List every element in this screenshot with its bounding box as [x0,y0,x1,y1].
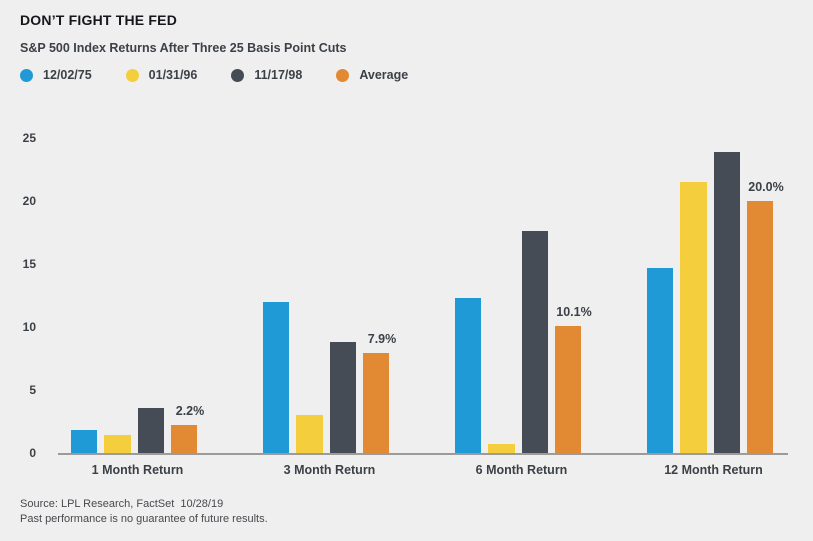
category-label: 1 Month Return [91,463,184,477]
legend-dot-icon [231,68,245,82]
y-tick-label: 0 [29,446,36,460]
bar-11-17-98 [329,342,356,453]
bar-average [746,201,773,453]
category-label: 6 Month Return [475,463,568,477]
bar-11-17-98 [521,231,548,453]
legend-dot-icon [20,68,33,82]
average-value-label: 7.9% [367,332,397,347]
bar-01-31-96 [488,444,515,453]
disclaimer-text: Past performance is no guarantee of futu… [20,513,268,525]
bar-average [170,425,197,453]
legend-label: Average [359,68,409,82]
category-label: 3 Month Return [283,463,376,477]
page-title: DON’T FIGHT THE FED [20,12,178,28]
y-tick-label: 15 [22,257,36,271]
bar-01-31-96 [680,182,707,453]
average-value-label: 20.0% [748,180,784,194]
bar-12-02-75 [263,301,290,453]
chart-legend: 12/02/75 01/31/96 11/17/98 Average [20,68,442,82]
y-axis: 0 5 10 15 20 25 [0,131,36,460]
legend-dot-icon [336,68,350,82]
average-value-label: 2.2% [175,404,205,419]
legend-label: 01/31/96 [148,68,198,82]
source-text: Source: LPL Research, FactSet 10/28/19 [20,498,224,510]
legend-dot-icon [125,68,139,82]
bar-11-17-98 [713,151,740,453]
footer: Source: LPL Research, FactSet 10/28/19 P… [20,497,268,527]
y-tick-label: 25 [22,131,36,145]
bar-01-31-96 [296,415,323,453]
category-label: 12 Month Return [664,463,763,477]
bar-12-02-75 [71,430,98,453]
bar-12-02-75 [647,267,674,453]
bar-average [362,353,389,453]
legend-item: 01/31/96 [125,68,198,82]
y-tick-label: 20 [22,194,36,208]
y-tick-label: 10 [22,320,36,334]
bar-group: 2.2% 1 Month Return [71,138,204,477]
bar-group: 7.9% 3 Month Return [263,138,396,477]
x-axis-line [58,453,788,455]
legend-label: 11/17/98 [254,68,303,82]
chart-subtitle: S&P 500 Index Returns After Three 25 Bas… [20,41,347,55]
legend-item: 11/17/98 [231,68,302,82]
plot-area: 2.2% 1 Month Return 7.9% 3 Month Return 10.1… [58,138,788,477]
bar-group: 20.0% 12 Month Return [647,138,784,477]
bar-average [554,325,581,453]
y-tick-label: 5 [29,383,36,397]
legend-item: 12/02/75 [20,68,92,82]
bar-group: 10.1% 6 Month Return [455,138,592,477]
legend-label: 12/02/75 [43,68,92,82]
bar-01-31-96 [104,435,131,453]
bar-12-02-75 [455,298,482,453]
average-value-label: 10.1% [556,304,592,319]
bar-11-17-98 [137,407,164,453]
legend-item: Average [336,68,408,82]
